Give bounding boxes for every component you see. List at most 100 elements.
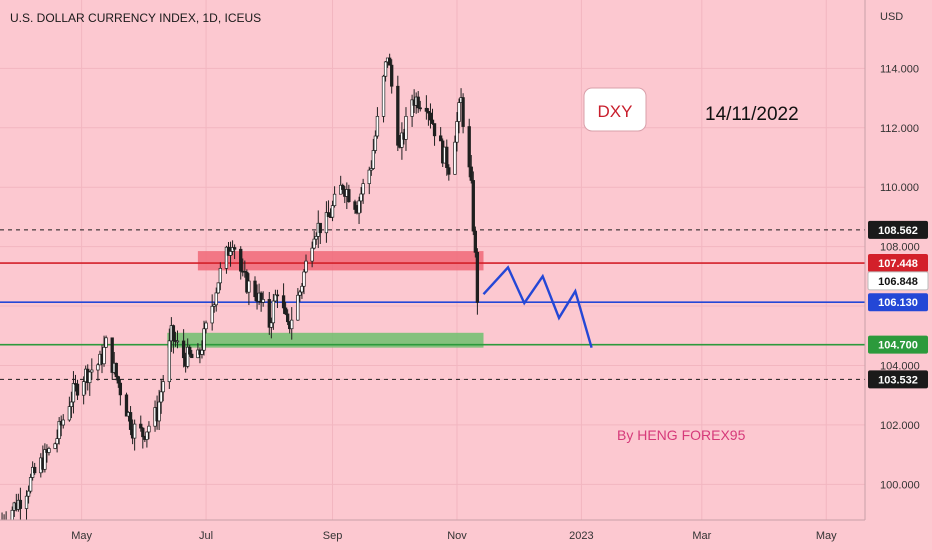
y-tick-label: 102.000: [880, 420, 920, 432]
dxy-label: DXY: [598, 102, 633, 121]
candle: [104, 335, 108, 348]
y-tick-label: 104.000: [880, 360, 920, 372]
x-tick-label: Jul: [199, 530, 213, 542]
candle: [132, 419, 137, 451]
candle: [124, 392, 129, 417]
candle: [147, 421, 151, 440]
candle: [410, 94, 414, 127]
candle: [332, 186, 337, 208]
price-label-box: [868, 254, 928, 273]
candle: [439, 127, 443, 142]
candle: [202, 320, 206, 356]
x-axis-panel: [0, 520, 932, 550]
line-price-labels: 108.562 107.448 106.848 106.130 104.700 103.5…: [867, 220, 929, 389]
candle: [28, 473, 33, 494]
candle: [267, 291, 271, 335]
candle: [290, 307, 294, 340]
y-tick-label: 110.000: [880, 182, 919, 194]
x-tick-label: May: [816, 530, 837, 542]
candle: [324, 201, 329, 243]
date-annotation: 14/11/2022: [705, 104, 799, 125]
candle: [471, 171, 475, 236]
candle: [218, 262, 222, 291]
candle: [88, 370, 92, 396]
candle: [383, 60, 388, 82]
candle: [228, 241, 233, 267]
candle: [53, 442, 57, 450]
price-label-box: [868, 293, 928, 312]
candle: [96, 363, 100, 381]
candle: [373, 130, 378, 154]
candle: [90, 358, 94, 380]
candle: [426, 108, 431, 126]
candle: [400, 122, 404, 160]
candle: [116, 375, 120, 388]
candle: [200, 340, 204, 359]
candle: [253, 276, 257, 301]
candle: [61, 414, 65, 429]
candle: [318, 222, 322, 245]
candle: [300, 283, 304, 299]
x-tick-label: Nov: [447, 530, 467, 542]
candle: [259, 291, 263, 312]
candle: [128, 406, 133, 436]
candle: [371, 138, 375, 170]
price-label-box: [867, 271, 929, 291]
candle: [461, 93, 465, 134]
y-tick-label: 114.000: [880, 63, 919, 75]
candle: [357, 196, 361, 225]
candle: [214, 287, 218, 312]
candle: [367, 166, 371, 195]
candle: [447, 164, 451, 181]
candle: [390, 59, 394, 94]
price-label-box: [868, 335, 928, 354]
candle: [181, 329, 186, 368]
dxy-annotation[interactable]: DXY: [583, 87, 647, 132]
candle: [159, 378, 163, 414]
candle: [188, 344, 192, 357]
candle: [175, 330, 180, 349]
candle: [243, 260, 247, 278]
candle: [445, 139, 449, 176]
candles: [0, 53, 480, 535]
price-label-text: 108.562: [878, 225, 918, 237]
candle: [145, 431, 149, 448]
candle: [114, 362, 118, 381]
price-label-box: [868, 370, 928, 389]
candle: [212, 302, 216, 313]
price-label-text: 106.130: [878, 297, 918, 309]
y-tick-label: 100.000: [880, 479, 920, 491]
x-tick-label: Mar: [692, 530, 711, 542]
candle: [361, 178, 365, 204]
candle: [418, 100, 422, 112]
candle: [347, 184, 351, 203]
candle: [312, 230, 316, 250]
candle: [161, 375, 165, 402]
candle: [261, 291, 265, 307]
zone-rect: [197, 251, 484, 271]
candle: [186, 338, 190, 369]
price-label-text: 107.448: [878, 258, 918, 270]
candle: [18, 487, 23, 522]
candle: [283, 302, 288, 316]
candle: [428, 103, 433, 129]
candle: [310, 241, 314, 268]
candle: [71, 371, 76, 414]
candle: [26, 485, 31, 504]
candle: [404, 107, 408, 151]
author-annotation: By HENG FOREX95: [617, 427, 746, 443]
candle: [475, 248, 480, 315]
x-tick-label: Sep: [323, 530, 343, 542]
candle: [47, 446, 51, 456]
candle: [157, 389, 161, 430]
price-label-text: 103.532: [878, 374, 918, 386]
candle: [33, 462, 37, 475]
x-ticks: May Jul Sep Nov 2023 Mar May: [71, 530, 837, 542]
candle: [298, 289, 302, 302]
candle: [190, 349, 194, 359]
candle: [453, 135, 457, 175]
candle: [353, 199, 357, 214]
candle: [102, 335, 106, 367]
candle: [81, 376, 86, 405]
